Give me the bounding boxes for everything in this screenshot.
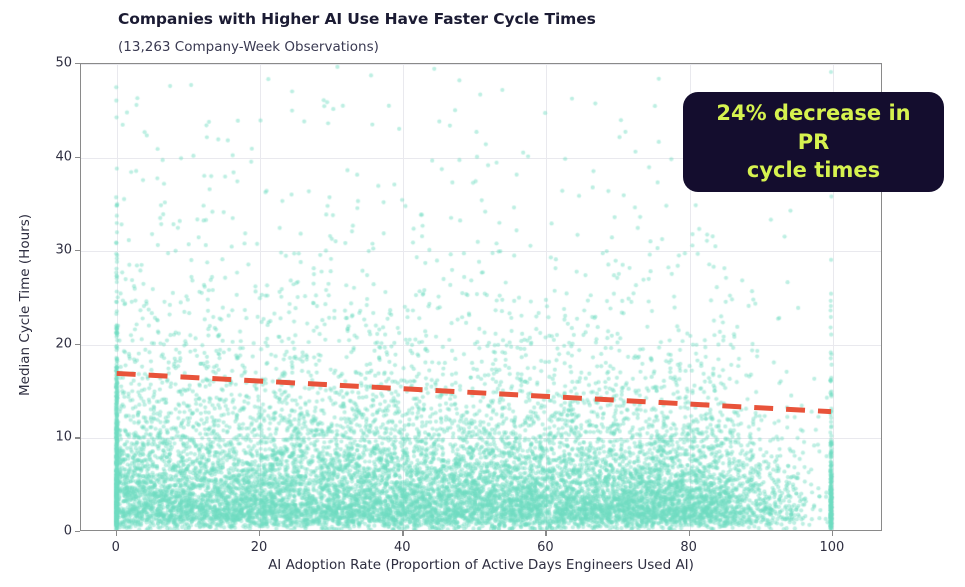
y-tick-mark: [75, 63, 80, 65]
x-tick-mark: [115, 531, 118, 536]
x-tick-mark: [545, 531, 547, 536]
chart-subtitle: (13,263 Company-Week Observations): [118, 39, 379, 55]
y-tick-label: 10: [55, 429, 72, 445]
annotation-callout: 24% decrease in PR cycle times: [683, 92, 944, 192]
x-axis-title: AI Adoption Rate (Proportion of Active D…: [268, 557, 694, 573]
x-tick-mark: [688, 531, 690, 536]
x-tick-mark: [831, 531, 834, 536]
x-tick-mark: [402, 531, 404, 536]
x-tick-label: 80: [680, 540, 697, 555]
y-tick-mark: [75, 437, 80, 439]
annotation-text: 24% decrease in PR cycle times: [716, 101, 911, 183]
chart-title: Companies with Higher AI Use Have Faster…: [118, 10, 596, 28]
x-tick-label: 60: [537, 540, 554, 555]
y-tick-label: 30: [55, 242, 72, 258]
x-tick-label: 0: [111, 540, 120, 555]
trendline: [116, 370, 832, 415]
y-tick-mark: [75, 156, 80, 158]
y-tick-label: 20: [55, 336, 72, 352]
y-tick-mark: [75, 343, 80, 346]
x-tick-mark: [259, 531, 261, 536]
y-axis-title: Median Cycle Time (Hours): [17, 214, 33, 396]
y-tick-label: 50: [55, 55, 72, 71]
y-tick-label: 40: [55, 149, 72, 165]
y-tick-label: 0: [63, 523, 72, 539]
y-tick-mark: [75, 250, 80, 252]
y-tick-mark: [75, 531, 80, 533]
x-tick-label: 100: [819, 540, 845, 555]
x-tick-label: 40: [393, 540, 411, 555]
x-tick-label: 20: [250, 540, 268, 555]
